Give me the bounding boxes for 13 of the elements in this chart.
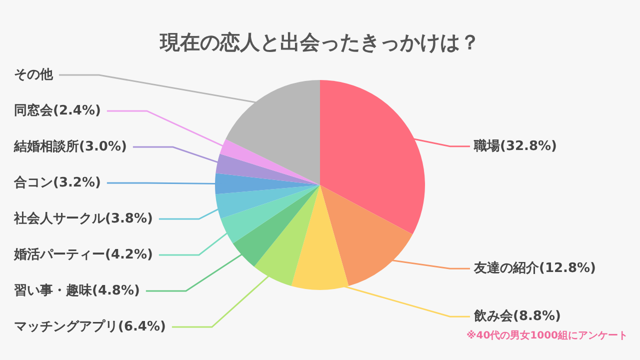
slice-label: 職場(32.8%) (473, 138, 557, 154)
slice-label: 結婚相談所(3.0%) (13, 138, 127, 154)
slice-label: 同窓会(2.4%) (14, 102, 101, 118)
slice-label: 合コン(3.2%) (13, 174, 101, 190)
slice-label: 飲み会(8.8%) (473, 308, 561, 324)
slice-label: マッチングアプリ(6.4%) (14, 318, 166, 334)
slice-label: その他 (14, 67, 54, 82)
slice-label: 習い事・趣味(4.8%) (14, 283, 140, 298)
slice-label: 婚活パーティー(4.2%) (13, 247, 153, 262)
chart-title: 現在の恋人と出会ったきっかけは？ (159, 30, 480, 54)
slice-label: 友達の紹介(12.8%) (473, 260, 596, 276)
text: ※40代の男女1000組にアンケート (466, 330, 628, 342)
slice-label: 社会人サークル(3.8%) (13, 210, 153, 226)
